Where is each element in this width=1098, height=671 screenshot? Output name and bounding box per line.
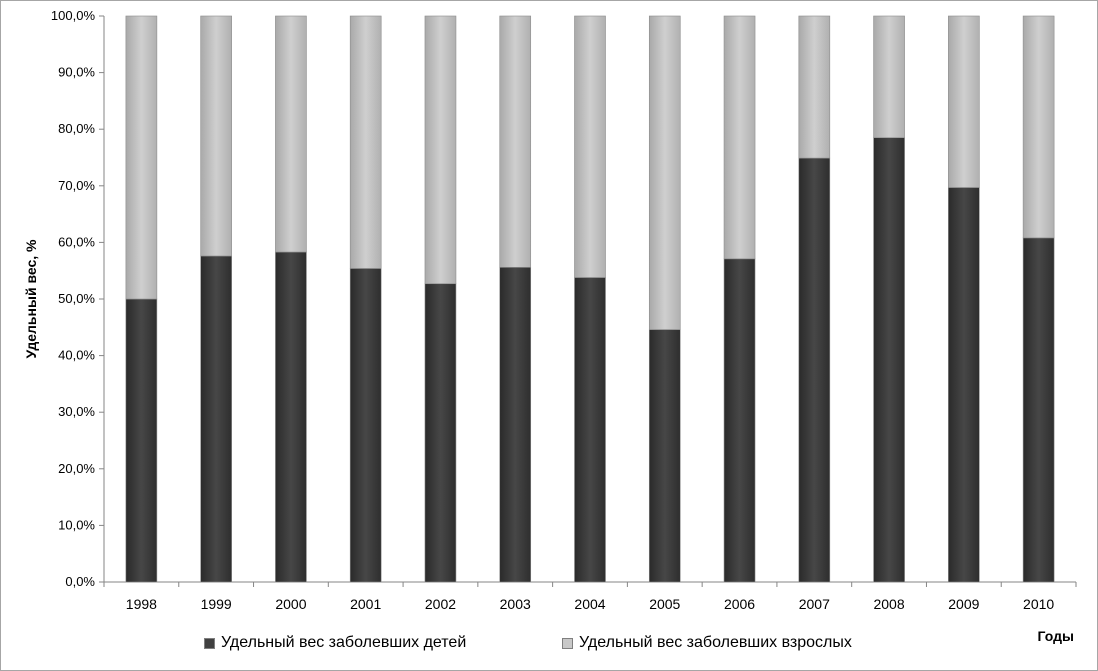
y-tick-label: 90,0% <box>58 65 95 80</box>
legend-label-adults: Удельный вес заболевших взрослых <box>579 634 852 651</box>
x-axis-title: Годы <box>1037 628 1074 644</box>
y-tick-label: 80,0% <box>58 121 95 136</box>
y-axis-title: Удельный вес, % <box>23 239 39 358</box>
bar-children-1999 <box>200 255 232 583</box>
legend-item-children: Удельный вес заболевших детей <box>204 634 466 652</box>
x-tick-label: 2006 <box>724 596 755 612</box>
x-tick-label: 1998 <box>126 596 157 612</box>
bar-children-2002 <box>424 283 457 583</box>
bar-adults-2001 <box>349 15 382 269</box>
bar-adults-2009 <box>948 15 980 188</box>
bar-adults-2006 <box>723 15 756 260</box>
bar-adults-2005 <box>648 15 681 330</box>
bar-children-2001 <box>349 268 382 583</box>
bar-adults-2002 <box>424 15 457 285</box>
x-tick-label: 2000 <box>275 596 306 612</box>
y-tick-label: 60,0% <box>58 234 95 249</box>
legend-label-children: Удельный вес заболевших детей <box>221 634 467 651</box>
bar-adults-2004 <box>574 15 606 278</box>
bar-children-2010 <box>1022 237 1055 583</box>
bar-adults-2007 <box>798 15 831 159</box>
x-tick-label: 2003 <box>500 596 531 612</box>
x-tick-label: 2001 <box>350 596 381 612</box>
y-tick-label: 50,0% <box>58 291 95 306</box>
y-tick-label: 70,0% <box>58 178 95 193</box>
bar-adults-2000 <box>275 15 307 253</box>
legend-swatch-children <box>204 637 215 649</box>
bar-adults-2003 <box>499 15 532 268</box>
x-tick-label: 2009 <box>948 596 979 612</box>
legend-item-adults: Удельный вес заболевших взрослых <box>562 634 852 652</box>
y-tick-label: 0,0% <box>65 574 95 589</box>
y-tick-label: 30,0% <box>58 404 95 419</box>
bar-children-2004 <box>574 277 606 583</box>
x-tick-label: 1999 <box>201 596 232 612</box>
bar-children-2000 <box>275 251 307 583</box>
y-tick-label: 100,0% <box>51 8 96 23</box>
bar-adults-2010 <box>1022 15 1055 239</box>
bar-children-2006 <box>723 258 756 583</box>
legend-swatch-adults <box>562 637 573 649</box>
x-tick-label: 2004 <box>574 596 605 612</box>
x-tick-label: 2002 <box>425 596 456 612</box>
bar-children-2005 <box>648 329 681 583</box>
bar-children-2003 <box>499 267 532 583</box>
x-tick-label: 2005 <box>649 596 680 612</box>
bar-children-2007 <box>798 157 831 583</box>
legend: Удельный вес заболевших детей Удельный в… <box>0 634 1098 656</box>
y-tick-label: 20,0% <box>58 461 95 476</box>
x-tick-label: 2007 <box>799 596 830 612</box>
bar-adults-1999 <box>200 15 232 257</box>
bar-adults-2008 <box>873 15 905 138</box>
x-tick-label: 2008 <box>873 596 904 612</box>
bar-children-2008 <box>873 137 905 583</box>
x-tick-label: 2010 <box>1023 596 1054 612</box>
bar-children-2009 <box>948 187 980 583</box>
y-tick-label: 40,0% <box>58 348 95 363</box>
bar-children-1998 <box>125 298 158 583</box>
bar-adults-1998 <box>125 15 158 300</box>
y-tick-label: 10,0% <box>58 517 95 532</box>
